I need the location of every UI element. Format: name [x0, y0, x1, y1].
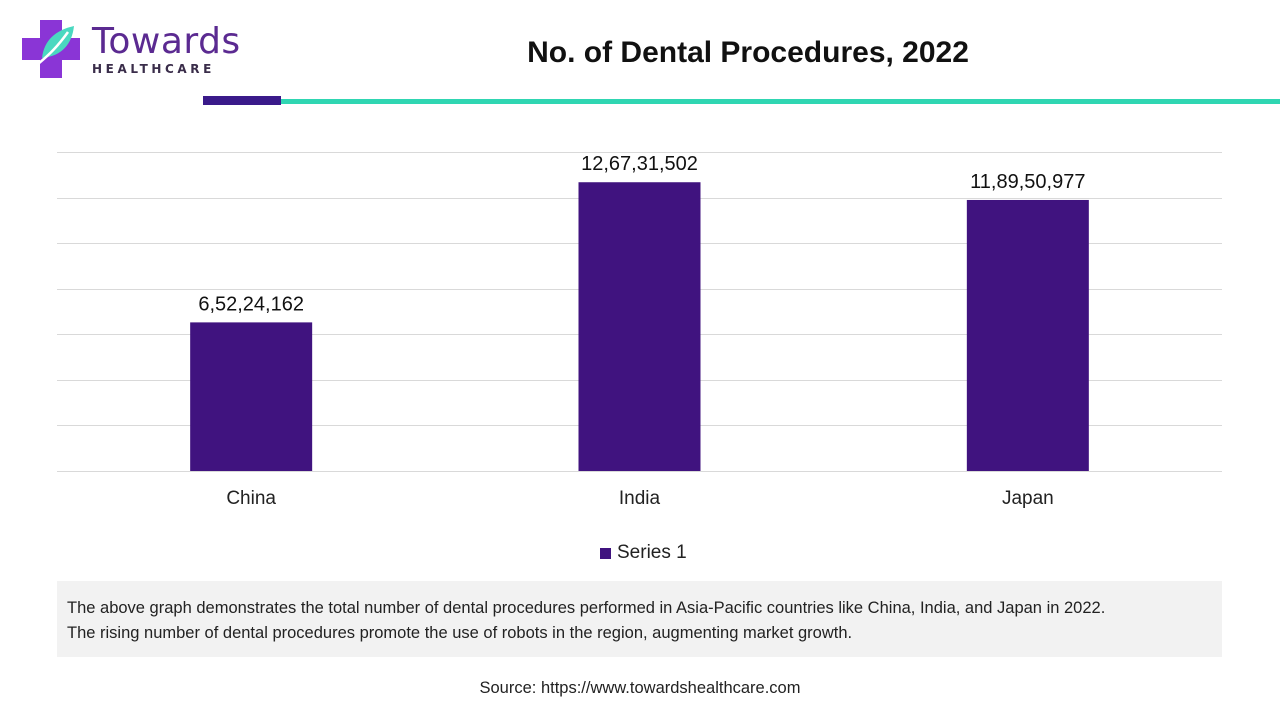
description-line-1: The above graph demonstrates the total n…: [67, 599, 1106, 617]
chart-title: No. of Dental Procedures, 2022: [527, 36, 969, 69]
data-label-japan: 11,89,50,977: [970, 171, 1085, 193]
logo-tagline: HEALTHCARE: [92, 62, 215, 76]
brand-logo: Towards HEALTHCARE: [20, 18, 240, 82]
bar-china: [190, 322, 313, 471]
description-line-2: The rising number of dental procedures p…: [67, 624, 853, 642]
data-label-india: 12,67,31,502: [581, 153, 698, 175]
category-label-india: India: [619, 488, 661, 509]
bar-india: [578, 182, 701, 471]
description-box: The above graph demonstrates the total n…: [57, 581, 1222, 657]
category-label-japan: Japan: [1002, 488, 1054, 509]
bar-japan: [966, 199, 1089, 471]
data-label-china: 6,52,24,162: [198, 293, 304, 315]
logo-wordmark: Towards: [92, 21, 241, 62]
medical-cross-logo-icon: [22, 20, 80, 78]
legend-swatch-series-1: [600, 547, 611, 559]
legend-label-series-1: Series 1: [617, 542, 687, 563]
chart-legend: Series 1: [600, 542, 687, 564]
header-accent-bar-purple: [203, 96, 281, 105]
bar-chart: 6,52,24,162 China 12,67,31,502 India 11,89,5…: [57, 152, 1222, 509]
header-accent-bar-teal: [281, 99, 1280, 104]
source-text: Source: https://www.towardshealthcare.co…: [479, 679, 801, 697]
category-label-china: China: [226, 488, 276, 509]
